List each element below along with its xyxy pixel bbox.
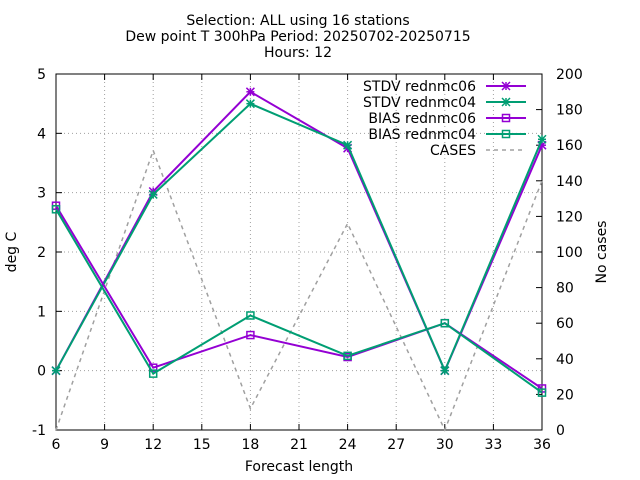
chart-title-line-2: Dew point T 300hPa Period: 20250702-2025… [125, 29, 470, 45]
data-point-bias-rednmc04 [440, 318, 450, 328]
legend-item-stdv-rednmc06: STDV rednmc06 [363, 79, 526, 95]
data-point-stdv-rednmc04 [343, 140, 353, 150]
y-tick-label: -1 [32, 423, 46, 439]
y-tick-label: 4 [37, 126, 46, 142]
x-tick-label: 33 [484, 437, 502, 453]
y-axis-label: deg C [4, 231, 20, 272]
data-point-stdv-rednmc04 [148, 189, 158, 199]
x-tick-label: 9 [100, 437, 109, 453]
series-line-bias-rednmc06 [55, 205, 543, 390]
y2-tick-label: 120 [556, 209, 583, 225]
y2-tick-label: 140 [556, 174, 583, 190]
data-point-bias-rednmc04 [148, 369, 158, 378]
y-tick-label: 3 [37, 186, 46, 202]
data-point-bias-rednmc06 [246, 330, 255, 340]
y2-tick-label: 60 [556, 316, 574, 332]
y2-axis-label: No cases [594, 221, 610, 284]
data-point-stdv-rednmc04 [245, 99, 255, 109]
x-tick-label: 30 [436, 437, 454, 453]
y-tick-label: 5 [37, 67, 46, 83]
legend-item-cases: CASES [430, 143, 526, 159]
data-point-bias-rednmc04 [246, 311, 255, 320]
data-point-stdv-rednmc04 [440, 366, 450, 376]
y2-tick-label: 200 [556, 67, 583, 83]
data-point-bias-rednmc04 [51, 205, 61, 214]
series-bias-rednmc04 [51, 205, 547, 397]
legend-marker [501, 129, 511, 139]
legend-label: BIAS rednmc04 [368, 127, 476, 143]
y2-tick-label: 180 [556, 103, 583, 119]
chart-title-line-3: Hours: 12 [264, 45, 332, 61]
x-tick-label: 36 [533, 437, 551, 453]
x-axis-label: Forecast length [245, 459, 353, 475]
chart-title-line-1: Selection: ALL using 16 stations [186, 13, 409, 29]
y-tick-label: 2 [37, 245, 46, 261]
x-tick-label: 15 [193, 437, 211, 453]
series-line-bias-rednmc04 [55, 208, 543, 394]
axis-ticks: 6 9 12 15 18 21 24 27 30 33 36-1012345020406080100… [32, 67, 583, 453]
data-point-stdv-rednmc06 [245, 87, 255, 97]
y2-tick-label: 0 [556, 423, 565, 439]
x-tick-label: 18 [241, 437, 259, 453]
x-tick-label: 6 [52, 437, 61, 453]
y-tick-label: 0 [37, 364, 46, 380]
y-tick-label: 1 [37, 304, 46, 320]
x-tick-label: 12 [144, 437, 162, 453]
data-point-bias-rednmc04 [343, 351, 352, 361]
legend-label: CASES [430, 143, 476, 159]
series-layer [51, 87, 547, 432]
data-point-bias-rednmc04 [537, 388, 547, 397]
legend-label: STDV rednmc04 [363, 95, 476, 111]
data-point-stdv-rednmc04 [51, 366, 61, 376]
legend-item-bias-rednmc04: BIAS rednmc04 [368, 127, 526, 143]
legend-item-stdv-rednmc04: STDV rednmc04 [363, 95, 526, 111]
y2-tick-label: 160 [556, 138, 583, 154]
data-point-stdv-rednmc04 [537, 134, 547, 144]
x-tick-label: 24 [339, 437, 357, 453]
x-tick-label: 27 [387, 437, 405, 453]
series-stdv-rednmc04 [51, 99, 547, 376]
legend-marker [501, 81, 511, 91]
y2-tick-label: 40 [556, 352, 574, 368]
legend-label: BIAS rednmc06 [368, 111, 476, 127]
legend-label: STDV rednmc06 [363, 79, 476, 95]
legend-item-bias-rednmc06: BIAS rednmc06 [368, 111, 526, 127]
y2-tick-label: 100 [556, 245, 583, 261]
y2-tick-label: 80 [556, 281, 574, 297]
legend-marker [501, 97, 511, 107]
legend-marker [501, 113, 511, 123]
series-line-stdv-rednmc04 [55, 102, 543, 374]
y2-tick-label: 20 [556, 387, 574, 403]
x-tick-label: 21 [290, 437, 308, 453]
